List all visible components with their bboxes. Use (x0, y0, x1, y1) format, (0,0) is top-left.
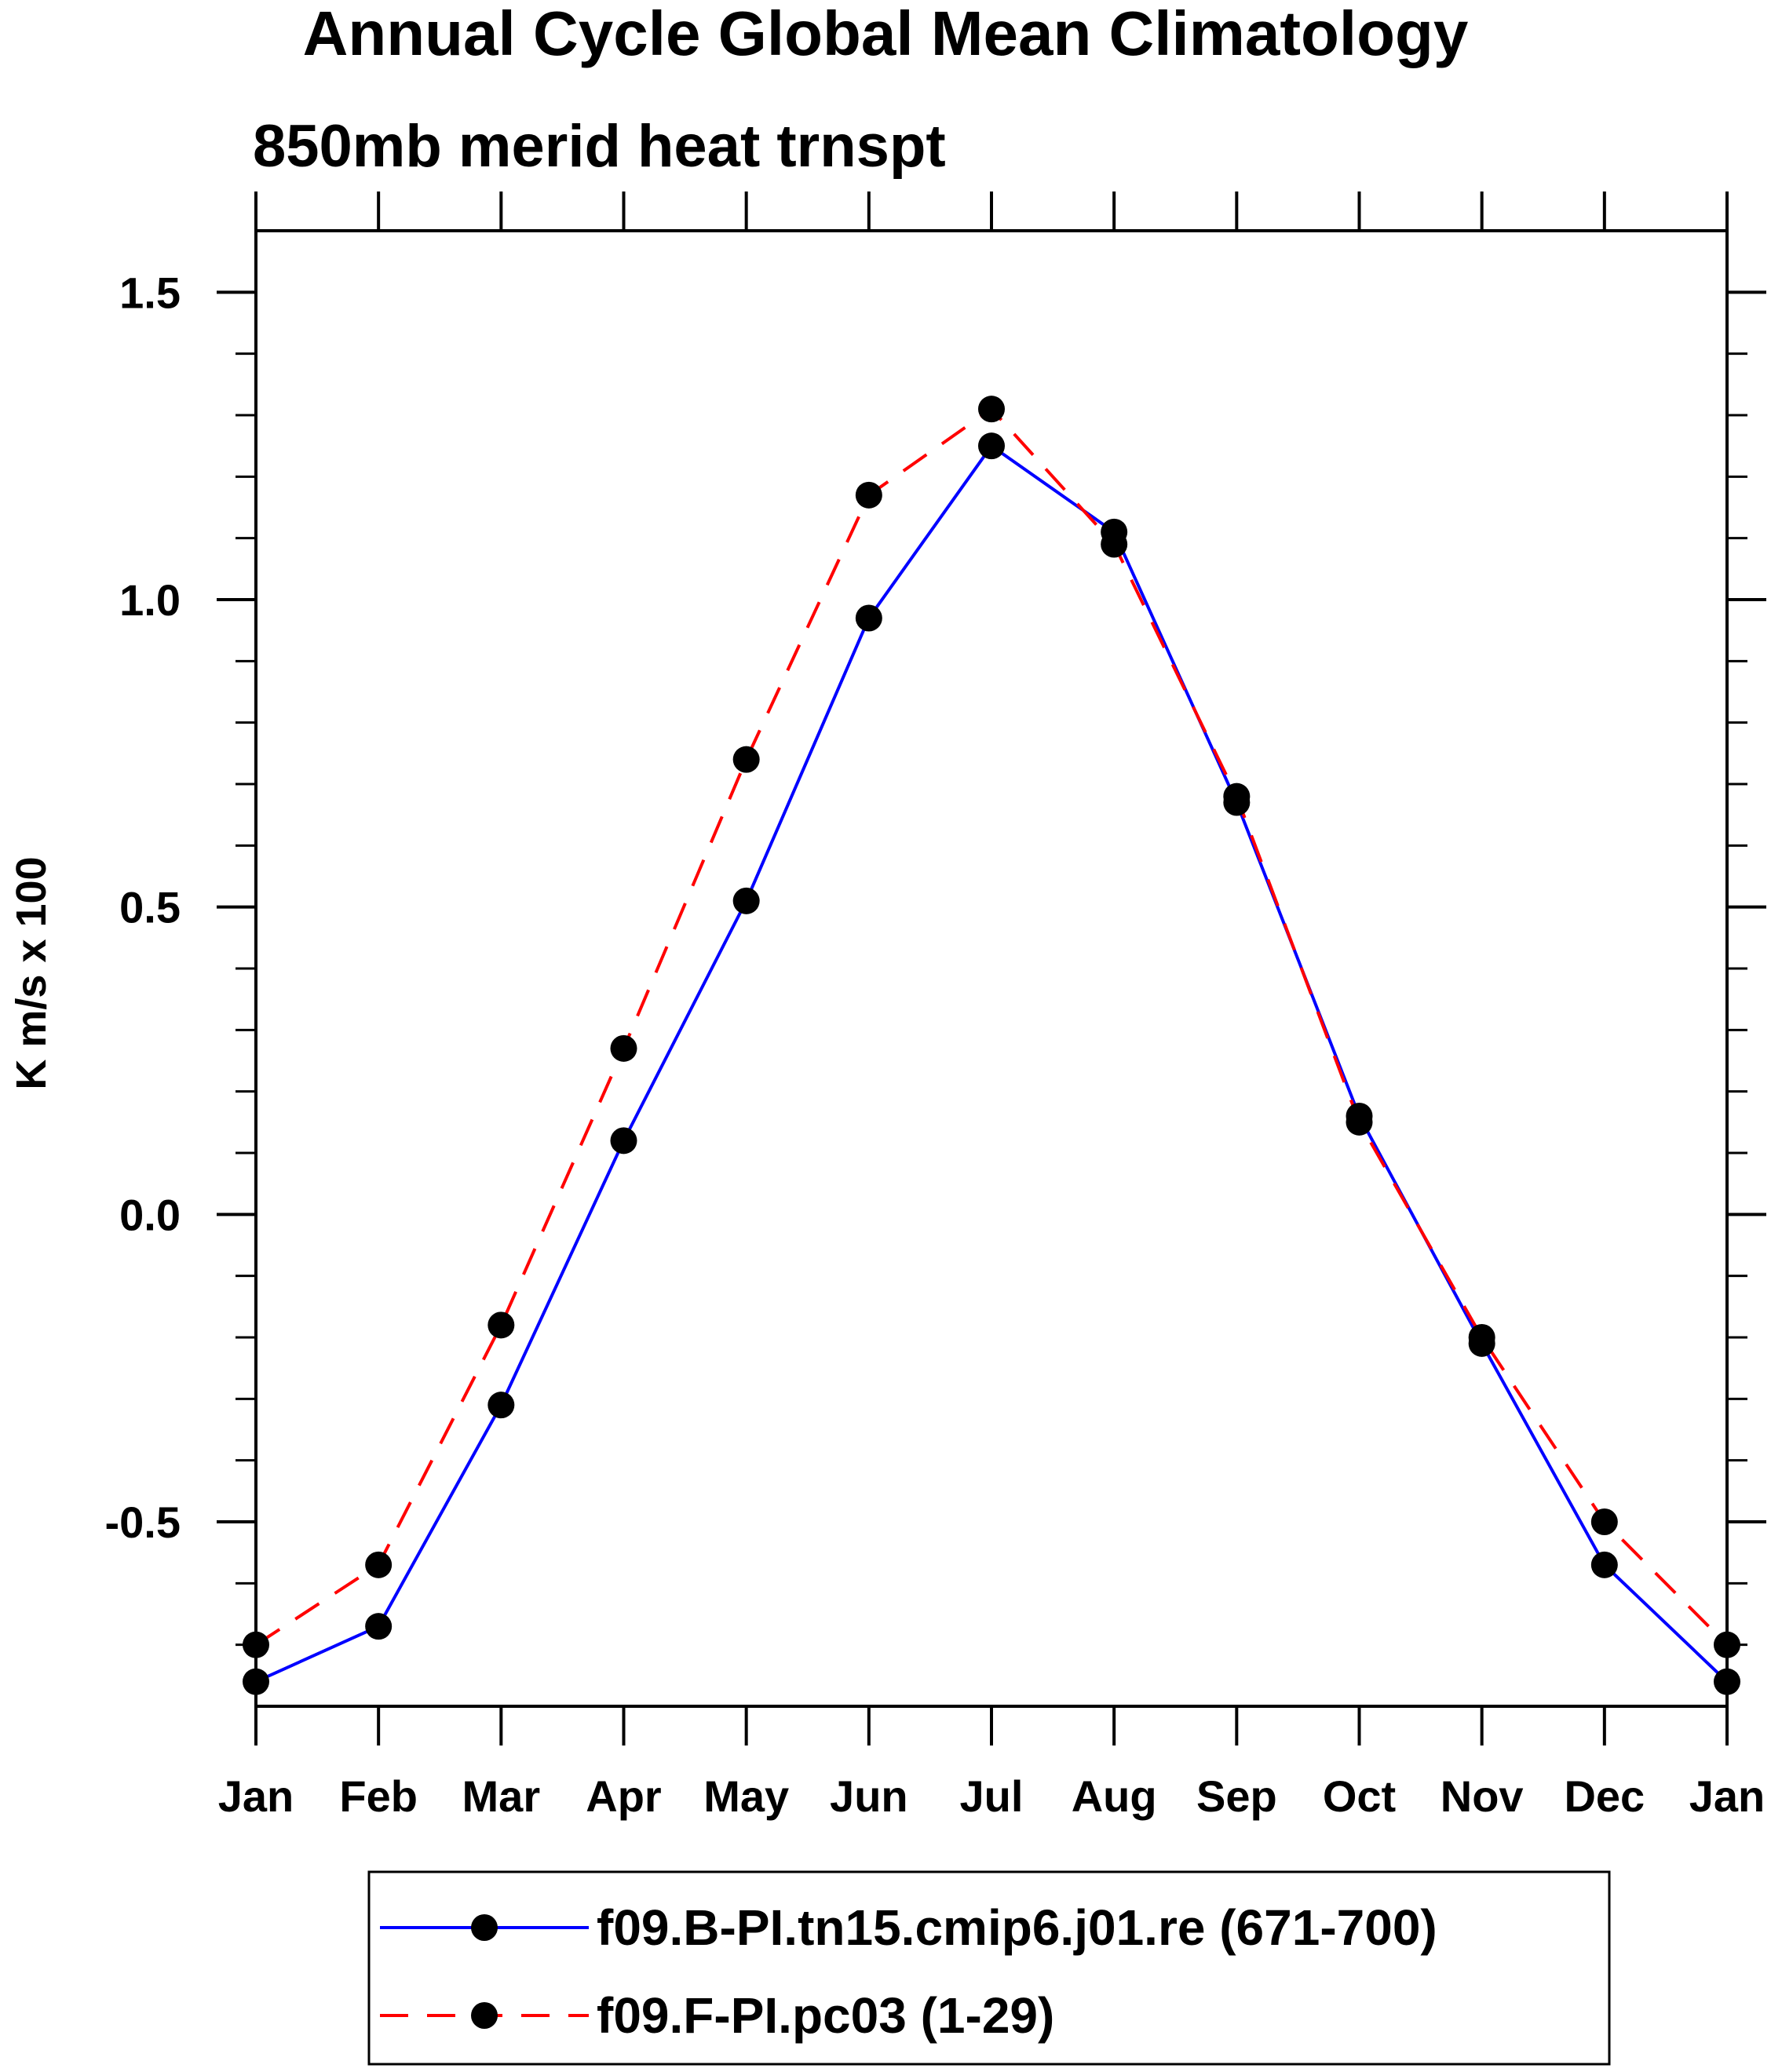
x-tick-label-10: Nov (1441, 1771, 1524, 1821)
series-1-point-4 (732, 887, 760, 914)
series-2-point-7 (1101, 531, 1128, 558)
series-1-point-11 (1590, 1551, 1618, 1578)
series-1-point-1 (365, 1613, 393, 1640)
series-2-point-3 (610, 1034, 637, 1062)
series-2-point-10 (1468, 1324, 1495, 1351)
series-line-2 (254, 407, 1729, 1647)
y-tick-label-1: 0.0 (119, 1190, 181, 1239)
axis-tick-labels: Jan Feb Mar Apr May Jun Jul Aug Sep Oct Nov Dec Jan -… (105, 268, 1766, 1821)
series-1-point-0 (243, 1668, 269, 1695)
series-2-point-5 (855, 481, 882, 509)
x-tick-label-11: Dec (1564, 1771, 1645, 1821)
series-layer (243, 396, 1740, 1695)
legend-marker-series-2 (471, 2002, 498, 2029)
y-tick-label-2: 0.5 (119, 883, 181, 932)
series-1-point-5 (855, 604, 882, 632)
series-1-point-3 (610, 1127, 637, 1155)
x-tick-label-6: Jul (960, 1771, 1024, 1821)
x-tick-label-1: Feb (339, 1771, 418, 1821)
y-axis-label: K m/s x 100 (8, 856, 55, 1089)
x-tick-label-8: Sep (1196, 1771, 1277, 1821)
x-tick-label-3: Apr (586, 1771, 661, 1821)
series-line-1 (255, 443, 1729, 1683)
y-tick-label-0: -0.5 (105, 1497, 181, 1547)
x-tick-label-7: Aug (1072, 1771, 1157, 1821)
series-2-point-1 (365, 1551, 393, 1578)
x-tick-label-9: Oct (1323, 1771, 1396, 1821)
x-tick-label-5: Jun (830, 1771, 908, 1821)
x-tick-label-4: May (703, 1771, 789, 1821)
series-2-point-12 (1714, 1631, 1740, 1658)
x-tick-label-0: Jan (218, 1771, 294, 1821)
chart-title: Annual Cycle Global Mean Climatology (303, 0, 1469, 68)
legend-box (367, 1870, 1611, 2066)
legend-marker-series-1 (471, 1914, 498, 1941)
series-2-point-11 (1590, 1508, 1618, 1535)
y-tick-label-4: 1.5 (119, 268, 181, 317)
series-2-point-9 (1346, 1108, 1373, 1136)
series-1-point-6 (978, 432, 1005, 460)
series-2-point-6 (978, 396, 1005, 423)
series-2-point-0 (243, 1631, 269, 1658)
series-2-point-8 (1223, 782, 1251, 810)
series-2-point-4 (732, 746, 760, 773)
chart-subtitle: 850mb merid heat trnspt (253, 113, 946, 180)
series-2-point-2 (487, 1311, 515, 1339)
legend: f09.B-PI.tn15.cmip6.j01.re (671-700) f09… (367, 1870, 1611, 2066)
x-tick-label-12: Jan (1689, 1771, 1766, 1821)
x-tick-label-2: Mar (462, 1771, 541, 1821)
legend-label-series-1: f09.B-PI.tn15.cmip6.j01.re (671-700) (597, 1899, 1437, 1956)
series-1-point-12 (1714, 1668, 1740, 1695)
axis-ticks (217, 192, 1766, 1746)
y-tick-label-3: 1.0 (119, 575, 181, 625)
legend-label-series-2: f09.F-PI.pc03 (1-29) (597, 1987, 1054, 2044)
series-1-point-2 (487, 1392, 515, 1419)
